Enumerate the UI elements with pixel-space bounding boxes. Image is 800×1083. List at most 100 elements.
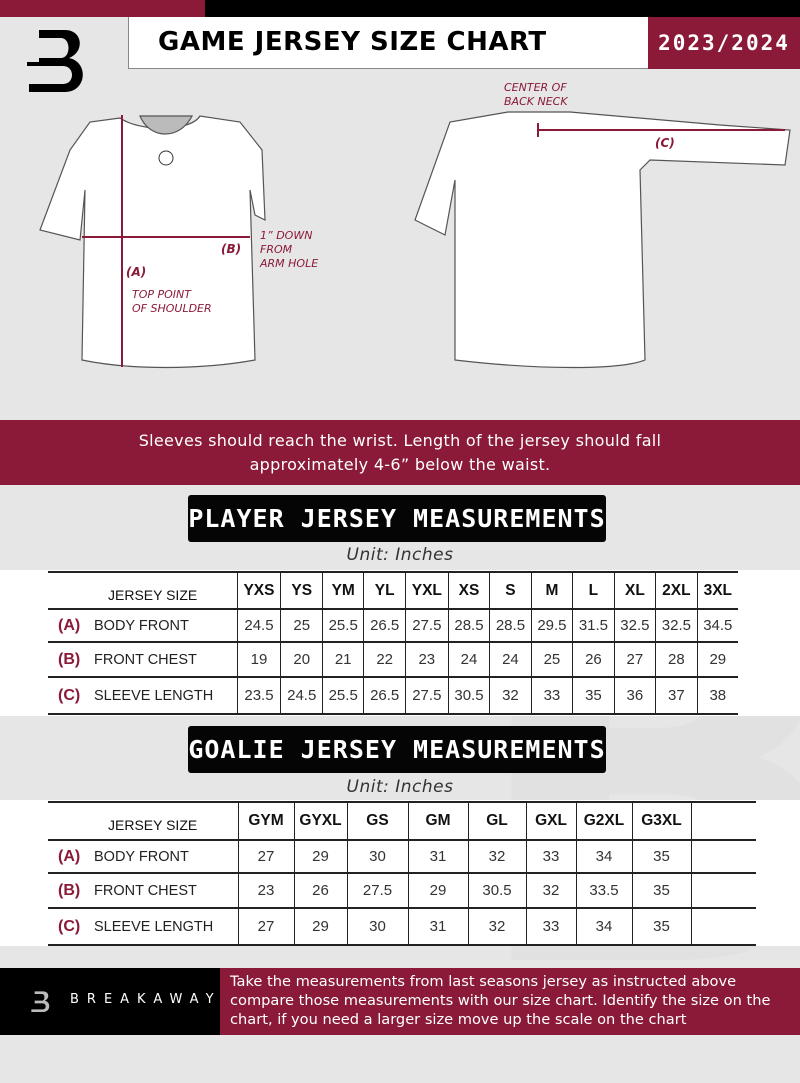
table-cell: 34 <box>575 840 632 874</box>
table-cell: 30 <box>346 840 408 874</box>
arm-hole-line: 1” DOWN <box>260 229 313 242</box>
measurement-name: FRONT CHEST <box>94 882 197 899</box>
table-cell: 21 <box>321 642 364 678</box>
size-header <box>690 802 756 841</box>
measurement-name: SLEEVE LENGTH <box>94 918 214 935</box>
arm-hole-line: FROM <box>260 243 293 256</box>
arm-hole-line: ARM HOLE <box>260 257 319 270</box>
table-cell: 31 <box>407 908 468 946</box>
page-title: GAME JERSEY SIZE CHART <box>158 27 547 57</box>
header-label: JERSEY SIZE <box>48 572 237 610</box>
measurement-code: (A) <box>58 847 81 865</box>
table-cell: 27 <box>237 840 294 874</box>
table-cell: 26.5 <box>363 677 406 715</box>
size-header: G3XL <box>631 802 691 841</box>
table-cell: 29 <box>293 840 347 874</box>
table-cell: 20 <box>280 642 323 678</box>
measurement-label: (B) FRONT CHEST <box>48 873 238 909</box>
table-row: (B) FRONT CHEST 19 20 21 22 23 24 24 25 26 27 28 29 <box>48 642 738 678</box>
table-row: (C) SLEEVE LENGTH 27 29 30 31 32 33 34 35 <box>48 908 756 946</box>
table-row: (B) FRONT CHEST 23 26 27.5 29 30.5 32 33.5 35 <box>48 873 756 909</box>
measurement-label: (B) FRONT CHEST <box>48 642 237 678</box>
label-c: (C) <box>655 136 675 150</box>
size-header: M <box>530 572 573 610</box>
table-cell: 33 <box>530 677 573 715</box>
size-header: YM <box>321 572 364 610</box>
table-cell: 26 <box>293 873 347 909</box>
breakaway-logo <box>27 30 83 92</box>
shoulder-label: TOP POINT OF SHOULDER <box>132 288 212 316</box>
size-header: GYM <box>237 802 294 841</box>
back-jersey <box>414 111 791 369</box>
size-header: XL <box>613 572 656 610</box>
table-cell: 35 <box>572 677 615 715</box>
table-cell: 25 <box>280 609 323 643</box>
measurement-name: FRONT CHEST <box>94 651 197 668</box>
table-cell: 37 <box>655 677 698 715</box>
table-cell: 28.5 <box>447 609 490 643</box>
goalie-section-title: GOALIE JERSEY MEASUREMENTS <box>188 726 606 773</box>
size-header: 3XL <box>696 572 738 610</box>
table-cell: 33.5 <box>575 873 632 909</box>
table-cell: 25.5 <box>321 609 364 643</box>
table-cell: 32 <box>525 873 576 909</box>
table-cell: 34.5 <box>696 609 738 643</box>
footer-logo <box>31 991 50 1012</box>
table-cell: 23.5 <box>236 677 281 715</box>
measurement-name: BODY FRONT <box>94 848 189 865</box>
shoulder-line: TOP POINT <box>132 288 191 301</box>
table-cell <box>690 840 756 874</box>
table-cell: 32.5 <box>655 609 698 643</box>
size-header: YL <box>363 572 406 610</box>
size-header: GL <box>467 802 526 841</box>
size-header: YXS <box>236 572 281 610</box>
table-cell: 38 <box>696 677 738 715</box>
table-cell: 27 <box>237 908 294 946</box>
arm-hole-label: 1” DOWN FROM ARM HOLE <box>260 229 318 271</box>
table-cell: 22 <box>363 642 406 678</box>
table-cell: 24 <box>489 642 532 678</box>
table-row: (A) BODY FRONT 24.5 25 25.5 26.5 27.5 28.5 28.5 2… <box>48 609 738 643</box>
fit-note: Sleeves should reach the wrist. Length o… <box>0 420 800 485</box>
table-cell: 24.5 <box>280 677 323 715</box>
measurement-label: (C) SLEEVE LENGTH <box>48 908 238 946</box>
footer-instructions: Take the measurements from last seasons … <box>220 968 800 1035</box>
measurement-name: BODY FRONT <box>94 617 189 634</box>
front-jersey <box>39 115 266 369</box>
measurement-label: (A) BODY FRONT <box>48 840 238 874</box>
measurement-label: (C) SLEEVE LENGTH <box>48 677 237 715</box>
table-row: (C) SLEEVE LENGTH 23.5 24.5 25.5 26.5 27.5 30.5… <box>48 677 738 715</box>
table-cell: 28.5 <box>489 609 532 643</box>
table-cell: 30.5 <box>467 873 526 909</box>
measurement-code: (B) <box>58 881 81 899</box>
table-cell: 32.5 <box>613 609 656 643</box>
size-header: YS <box>280 572 323 610</box>
jersey-diagram <box>39 111 791 369</box>
table-cell: 27 <box>613 642 656 678</box>
title-box <box>128 17 650 69</box>
table-cell: 25.5 <box>321 677 364 715</box>
table-cell: 33 <box>525 908 576 946</box>
table-cell: 34 <box>575 908 632 946</box>
table-cell: 35 <box>631 873 691 909</box>
table-cell: 32 <box>489 677 532 715</box>
table-cell <box>690 873 756 909</box>
table-row: (A) BODY FRONT 27 29 30 31 32 33 34 35 <box>48 840 756 874</box>
table-cell: 26.5 <box>363 609 406 643</box>
player-size-table: JERSEY SIZE YXS YS YM YL YXL XS S M L XL 2XL 3XL (A) B… <box>48 571 738 715</box>
table-cell: 31.5 <box>572 609 615 643</box>
table-cell: 29 <box>696 642 738 678</box>
back-neck-label: CENTER OF BACK NECK <box>504 81 568 109</box>
player-section-title: PLAYER JERSEY MEASUREMENTS <box>188 495 606 542</box>
table-cell: 29 <box>293 908 347 946</box>
table-cell: 28 <box>655 642 698 678</box>
size-header: GXL <box>525 802 576 841</box>
size-header: GM <box>407 802 468 841</box>
measurement-name: SLEEVE LENGTH <box>94 687 214 704</box>
size-header: XS <box>447 572 490 610</box>
size-header: S <box>489 572 532 610</box>
table-cell: 35 <box>631 840 691 874</box>
table-cell: 27.5 <box>346 873 408 909</box>
size-header: YXL <box>404 572 449 610</box>
size-header: GS <box>346 802 408 841</box>
